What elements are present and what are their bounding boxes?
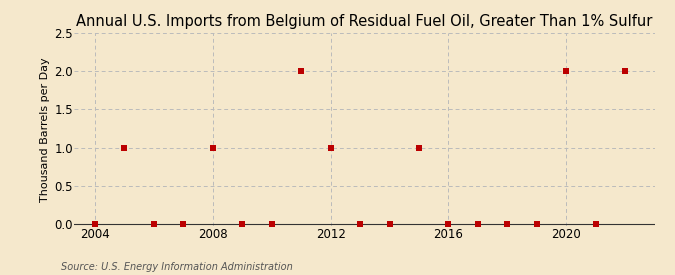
Point	[591, 222, 601, 226]
Point	[296, 69, 306, 73]
Point	[148, 222, 159, 226]
Point	[354, 222, 365, 226]
Point	[384, 222, 395, 226]
Point	[561, 69, 572, 73]
Point	[502, 222, 513, 226]
Text: Source: U.S. Energy Information Administration: Source: U.S. Energy Information Administ…	[61, 262, 292, 272]
Point	[414, 145, 425, 150]
Point	[178, 222, 189, 226]
Point	[531, 222, 542, 226]
Point	[119, 145, 130, 150]
Point	[620, 69, 630, 73]
Point	[266, 222, 277, 226]
Point	[237, 222, 248, 226]
Point	[325, 145, 336, 150]
Point	[472, 222, 483, 226]
Y-axis label: Thousand Barrels per Day: Thousand Barrels per Day	[40, 57, 50, 202]
Point	[443, 222, 454, 226]
Title: Annual U.S. Imports from Belgium of Residual Fuel Oil, Greater Than 1% Sulfur: Annual U.S. Imports from Belgium of Resi…	[76, 14, 653, 29]
Point	[207, 145, 218, 150]
Point	[90, 222, 101, 226]
